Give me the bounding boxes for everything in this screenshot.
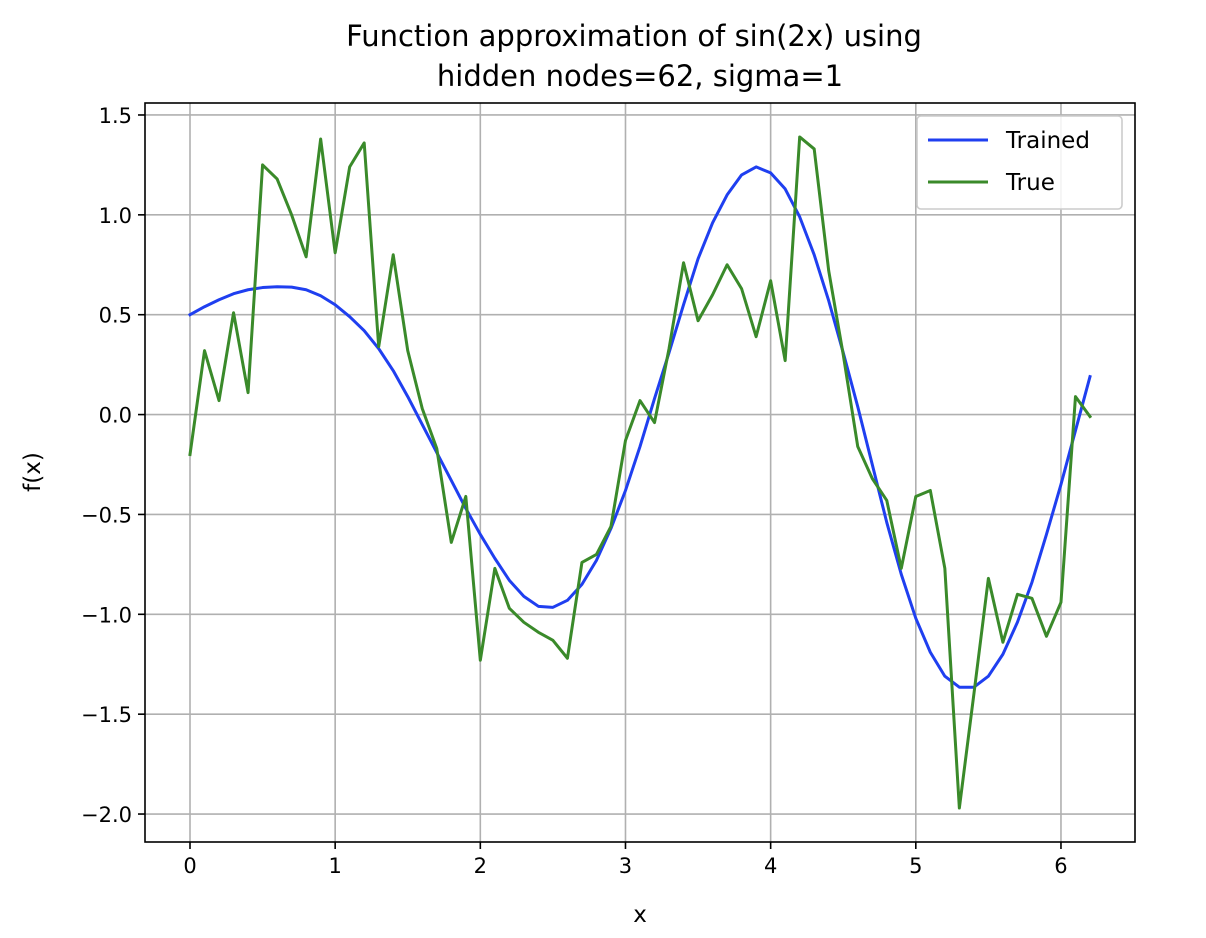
- y-tick-label: −0.5: [81, 503, 132, 527]
- ticks: 0 1 2 3 4 5 6 1.5 1.0 0.5 0.0 −0.5 −1.0 −1.5 −2.0: [81, 104, 1068, 878]
- chart-title: Function approximation of sin(2x) using: [346, 19, 922, 53]
- x-tick-label: 6: [1054, 854, 1067, 878]
- y-tick-label: −1.5: [81, 703, 132, 727]
- series-line-true: [188, 135, 1093, 810]
- plot-frame: [144, 102, 1136, 843]
- legend: Trained True: [916, 115, 1123, 210]
- x-tick-label: 3: [619, 854, 632, 878]
- x-tick-label: 1: [328, 854, 341, 878]
- y-tick-label: 1.0: [99, 204, 132, 228]
- legend-label-trained: Trained: [1005, 128, 1090, 154]
- y-tick-label: 0.0: [99, 404, 132, 428]
- y-tick-label: −1.0: [81, 603, 132, 627]
- y-tick-label: 1.5: [99, 104, 132, 128]
- legend-label-true: True: [1005, 170, 1055, 196]
- y-tick-label: 0.5: [99, 304, 132, 328]
- y-axis-label: f(x): [20, 452, 46, 492]
- x-tick-label: 2: [474, 854, 487, 878]
- series-layer: [187, 135, 1093, 810]
- series-line-trained: [187, 165, 1092, 689]
- x-tick-label: 0: [183, 854, 196, 878]
- chart-subtitle: hidden nodes=62, sigma=1: [437, 59, 843, 93]
- x-axis-label: x: [633, 902, 647, 928]
- x-tick-label: 5: [909, 854, 922, 878]
- y-tick-label: −2.0: [81, 803, 132, 827]
- grid: [145, 103, 1135, 842]
- x-tick-label: 4: [764, 854, 777, 878]
